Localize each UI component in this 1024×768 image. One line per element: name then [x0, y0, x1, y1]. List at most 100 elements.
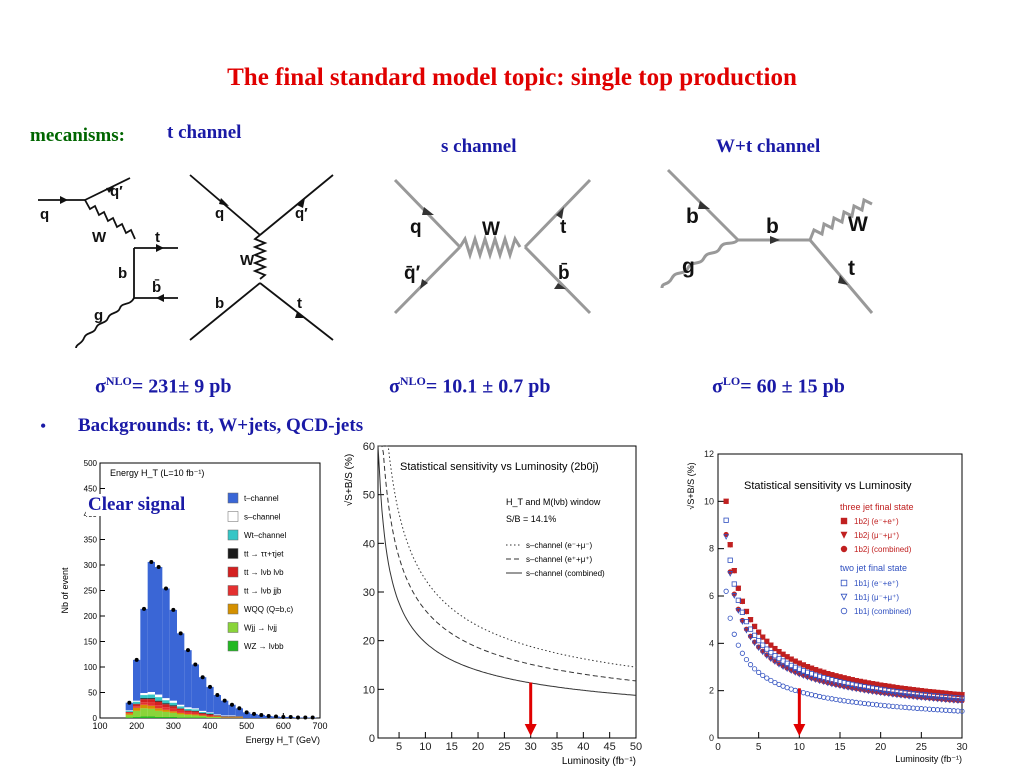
- legend-label: s–channel: [244, 513, 281, 522]
- data-point: [780, 664, 786, 670]
- t2-q-label: q: [215, 205, 224, 222]
- t-channel-diagram-2: q q′ W b t: [189, 174, 334, 341]
- data-point: [772, 653, 778, 659]
- data-point: [853, 677, 860, 684]
- t1-w-label: W: [92, 229, 107, 246]
- data-point: [885, 691, 892, 698]
- x-tick-label: 30: [525, 741, 537, 753]
- bar-segment: [125, 702, 133, 711]
- s-w-label: W: [482, 219, 500, 240]
- data-point: [922, 688, 929, 695]
- legend-group-label: two jet final state: [840, 563, 907, 573]
- data-point: [959, 698, 965, 705]
- x-tick-label: 45: [604, 741, 616, 753]
- bar-segment: [191, 712, 199, 715]
- data-point: [906, 693, 912, 700]
- bar-segment: [140, 704, 148, 709]
- t2-qp-label: q′: [295, 205, 308, 222]
- y-tick-label: 20: [363, 636, 375, 648]
- bar-segment: [133, 710, 141, 717]
- y-tick-label: 30: [363, 587, 375, 599]
- bar-segment: [206, 712, 214, 714]
- data-point: [768, 677, 774, 684]
- data-point: [804, 664, 811, 670]
- data-point: [747, 662, 754, 668]
- data-point: [881, 683, 888, 689]
- bar-segment: [184, 650, 192, 708]
- data-point: [784, 654, 790, 660]
- bar-segment: [169, 708, 177, 712]
- data-point: [764, 675, 770, 681]
- data-point: [792, 670, 799, 676]
- bar-segment: [133, 707, 141, 711]
- bar-segment: [199, 712, 207, 714]
- data-point: [922, 695, 929, 702]
- legend-label: WZ → lνbb: [244, 642, 284, 651]
- data-point: [760, 672, 766, 679]
- legend-group-label: three jet final state: [840, 502, 914, 512]
- bar-segment: [235, 708, 243, 716]
- backgrounds-text: Backgrounds: tt, W+jets, QCD-jets: [78, 415, 364, 436]
- x-axis-label: Luminosity (fb⁻¹): [895, 754, 962, 764]
- bar-segment: [235, 716, 243, 718]
- data-point: [890, 692, 896, 698]
- bar-segment: [235, 716, 243, 717]
- data-point: [861, 679, 868, 686]
- bar-segment: [133, 704, 141, 707]
- wt-t-label: t: [848, 257, 855, 280]
- data-point: [873, 689, 880, 696]
- data-point: [930, 689, 937, 696]
- x-tick-label: 10: [794, 742, 806, 753]
- bar-segment: [206, 713, 214, 715]
- data-point: [837, 674, 843, 680]
- data-point: [804, 674, 811, 681]
- bar-segment: [184, 714, 192, 718]
- legend-label: t–channel: [244, 494, 279, 503]
- data-point: [735, 608, 742, 614]
- data-point: [800, 673, 807, 680]
- data-point: [743, 608, 750, 615]
- data-point: [840, 545, 848, 553]
- series-line: [378, 445, 637, 668]
- y-tick-label: 40: [363, 538, 375, 550]
- data-point: [142, 606, 146, 611]
- data-point: [739, 619, 746, 625]
- s-channel-sensitivity-plot: 0 10 20 30 40 50 60 5 10 15 20 25 30 35 40 45 50 Statisti…: [340, 440, 645, 768]
- data-point: [845, 685, 851, 691]
- data-point: [881, 690, 888, 697]
- bar-segment: [140, 608, 148, 694]
- bar-segment: [213, 716, 221, 718]
- data-point: [772, 679, 778, 686]
- data-point: [938, 690, 945, 696]
- y-tick-label: 12: [704, 449, 714, 459]
- y-tick-label: 450: [84, 485, 98, 494]
- data-point: [222, 698, 227, 703]
- data-point: [156, 565, 161, 570]
- data-point: [808, 665, 815, 672]
- data-point: [959, 695, 965, 701]
- data-point: [959, 692, 965, 698]
- y-tick-label: 50: [88, 689, 97, 698]
- s-t-label: t: [560, 217, 567, 238]
- bar-segment: [169, 716, 177, 718]
- y-tick-label: 0: [369, 733, 375, 745]
- x-tick-label: 15: [446, 741, 458, 753]
- data-point: [865, 680, 872, 687]
- bar-segment: [133, 659, 141, 701]
- x-tick-label: 600: [276, 721, 291, 731]
- bar-segment: [206, 715, 214, 717]
- legend-label: 1b2j (combined): [854, 545, 912, 554]
- red-arrow-head: [524, 724, 537, 736]
- s-channel-diagram: q q̄′ W t b̄: [393, 178, 592, 315]
- chart-title: Energy H_T (L=10 fb⁻¹): [110, 468, 204, 478]
- y-tick-label: 250: [84, 587, 98, 596]
- bar-segment: [177, 708, 185, 711]
- data-point: [841, 684, 847, 690]
- data-point: [259, 712, 264, 717]
- bar-segment: [199, 717, 207, 718]
- data-point: [768, 649, 774, 656]
- bar-segment: [191, 717, 199, 718]
- data-point: [959, 708, 965, 714]
- order-label: NLO: [105, 374, 132, 388]
- data-point: [731, 581, 737, 587]
